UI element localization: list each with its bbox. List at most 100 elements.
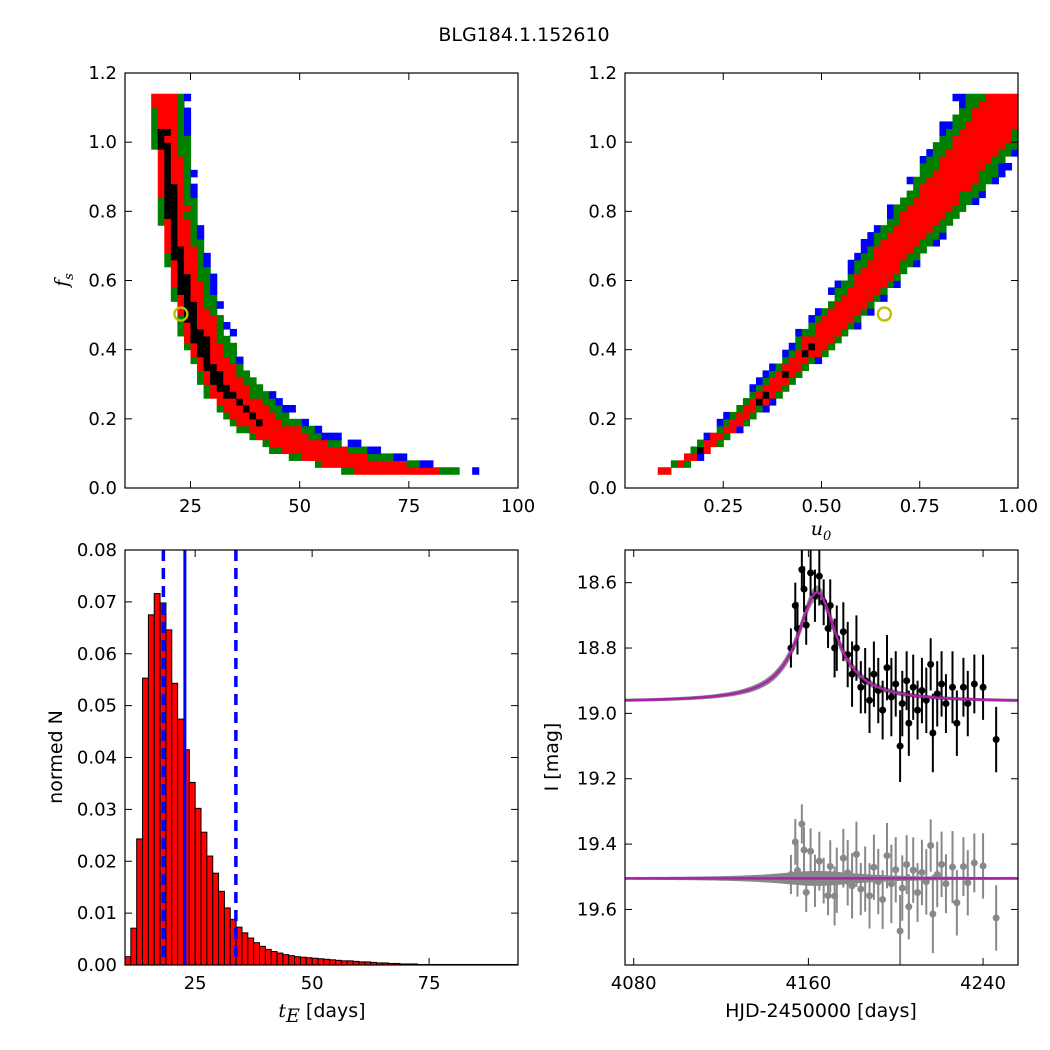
heatmap-cell [229, 356, 237, 365]
heatmap-cell [197, 259, 205, 268]
heatmap-cell [841, 308, 849, 316]
heatmap-cell [991, 93, 999, 102]
heatmap-cell [151, 114, 159, 123]
heatmap-cell [269, 446, 277, 455]
heatmap-cell [723, 411, 731, 420]
x-axis-label: HJD-2450000 [days] [725, 1000, 917, 1022]
heatmap-cell [729, 425, 737, 434]
heatmap-cell [406, 467, 414, 475]
heatmap-cell [716, 432, 724, 441]
data-point [883, 664, 891, 672]
heatmap-cell [873, 259, 882, 268]
heatmap-cell [157, 211, 165, 219]
heatmap-cell [236, 356, 244, 365]
heatmap-cell [197, 349, 205, 358]
heatmap-cell [164, 225, 172, 233]
heatmap-cell [197, 280, 205, 289]
data-point [807, 569, 815, 577]
heatmap-cell [939, 211, 947, 219]
heatmap-cell [164, 239, 172, 247]
residual-point [903, 861, 911, 869]
heatmap-cell [190, 308, 198, 316]
heatmap-cell [203, 280, 211, 289]
heatmap-cell [959, 142, 967, 150]
heatmap-cell [860, 301, 868, 309]
y-tick-label: 0.2 [88, 409, 117, 430]
heatmap-cell [887, 204, 895, 212]
data-point [964, 700, 972, 708]
residual-point [826, 862, 834, 870]
heatmap-cell [952, 135, 960, 143]
residual-point [857, 885, 865, 893]
y-tick-label: 0.02 [77, 851, 117, 872]
heatmap-cell [197, 294, 205, 302]
heatmap-cell [906, 204, 914, 212]
heatmap-cell [756, 377, 764, 385]
heatmap-cell [795, 335, 803, 344]
heatmap-cell [229, 405, 237, 413]
heatmap-cell [742, 411, 751, 420]
heatmap-cell [223, 405, 231, 413]
heatmap-cell [360, 453, 368, 461]
heatmap-cell [854, 287, 862, 295]
heatmap-cell [959, 183, 967, 192]
heatmap-cell [223, 342, 231, 351]
heatmap-cell [203, 363, 211, 372]
heatmap-cell [223, 335, 231, 344]
heatmap-cell [887, 273, 895, 282]
histogram-bar [229, 918, 237, 966]
histogram-bar [346, 960, 354, 966]
heatmap-cell [177, 280, 185, 289]
heatmap-cell [157, 204, 165, 212]
heatmap-cell [860, 280, 868, 289]
heatmap-cell [164, 128, 172, 136]
residual-point [892, 866, 900, 874]
best-fit-marker [876, 306, 893, 322]
heatmap-cell [190, 211, 198, 219]
heatmap-cell [242, 425, 251, 434]
heatmap-cell [788, 377, 796, 385]
heatmap-cell [177, 322, 185, 330]
figure-title: BLG184.1.152610 [438, 24, 609, 46]
residual-point [787, 870, 795, 878]
data-point [848, 670, 856, 678]
heatmap-cell [985, 169, 993, 178]
histogram-bar [264, 948, 272, 966]
heatmap-cell [900, 232, 908, 240]
histogram-bar [340, 960, 348, 966]
residual-point [839, 854, 847, 862]
data-point [953, 719, 961, 727]
heatmap-cell [834, 322, 842, 330]
heatmap-cell [157, 162, 165, 171]
heatmap-cell [952, 176, 960, 185]
heatmap-cell [321, 446, 329, 455]
heatmap-cell [939, 232, 947, 240]
heatmap-cell [926, 183, 934, 192]
heatmap-cell [821, 342, 829, 351]
data-point [914, 706, 922, 714]
heatmap-cell [939, 190, 947, 199]
heatmap-cell [782, 356, 790, 365]
panel-bottom-right-plot [625, 550, 1018, 965]
heatmap-cell [959, 149, 967, 157]
heatmap-cell [742, 398, 751, 406]
heatmap-cell [723, 425, 731, 434]
heatmap-cell [1004, 114, 1013, 123]
heatmap-cell [972, 176, 980, 185]
heatmap-cell [269, 411, 277, 420]
data-point [992, 736, 1000, 744]
heatmap-cell [919, 239, 927, 247]
heatmap-cell [177, 287, 185, 295]
heatmap-cell [782, 370, 790, 378]
heatmap-cell [965, 128, 973, 136]
heatmap-cell [314, 425, 323, 434]
heatmap-cell [873, 225, 882, 233]
heatmap-cell [952, 169, 960, 178]
heatmap-cell [183, 315, 192, 323]
heatmap-cell [170, 149, 178, 157]
heatmap-cell [216, 377, 224, 385]
heatmap-cell [814, 342, 823, 351]
heatmap-cell [170, 273, 178, 282]
heatmap-cell [177, 190, 185, 199]
heatmap-cell [985, 93, 993, 102]
